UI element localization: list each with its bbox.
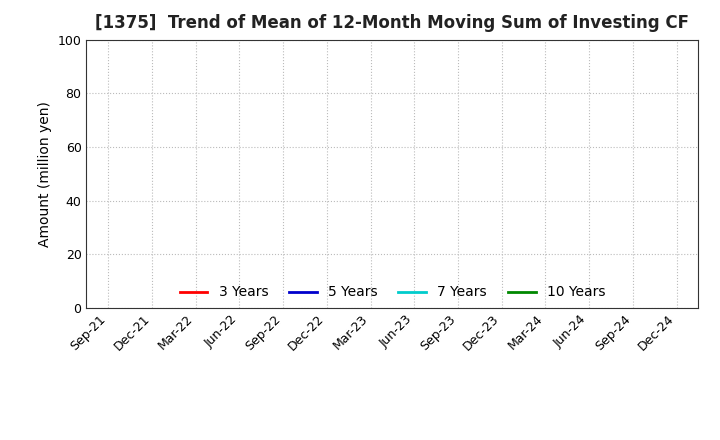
Y-axis label: Amount (million yen): Amount (million yen)	[38, 101, 52, 247]
Title: [1375]  Trend of Mean of 12-Month Moving Sum of Investing CF: [1375] Trend of Mean of 12-Month Moving …	[95, 15, 690, 33]
Legend: 3 Years, 5 Years, 7 Years, 10 Years: 3 Years, 5 Years, 7 Years, 10 Years	[173, 279, 612, 306]
